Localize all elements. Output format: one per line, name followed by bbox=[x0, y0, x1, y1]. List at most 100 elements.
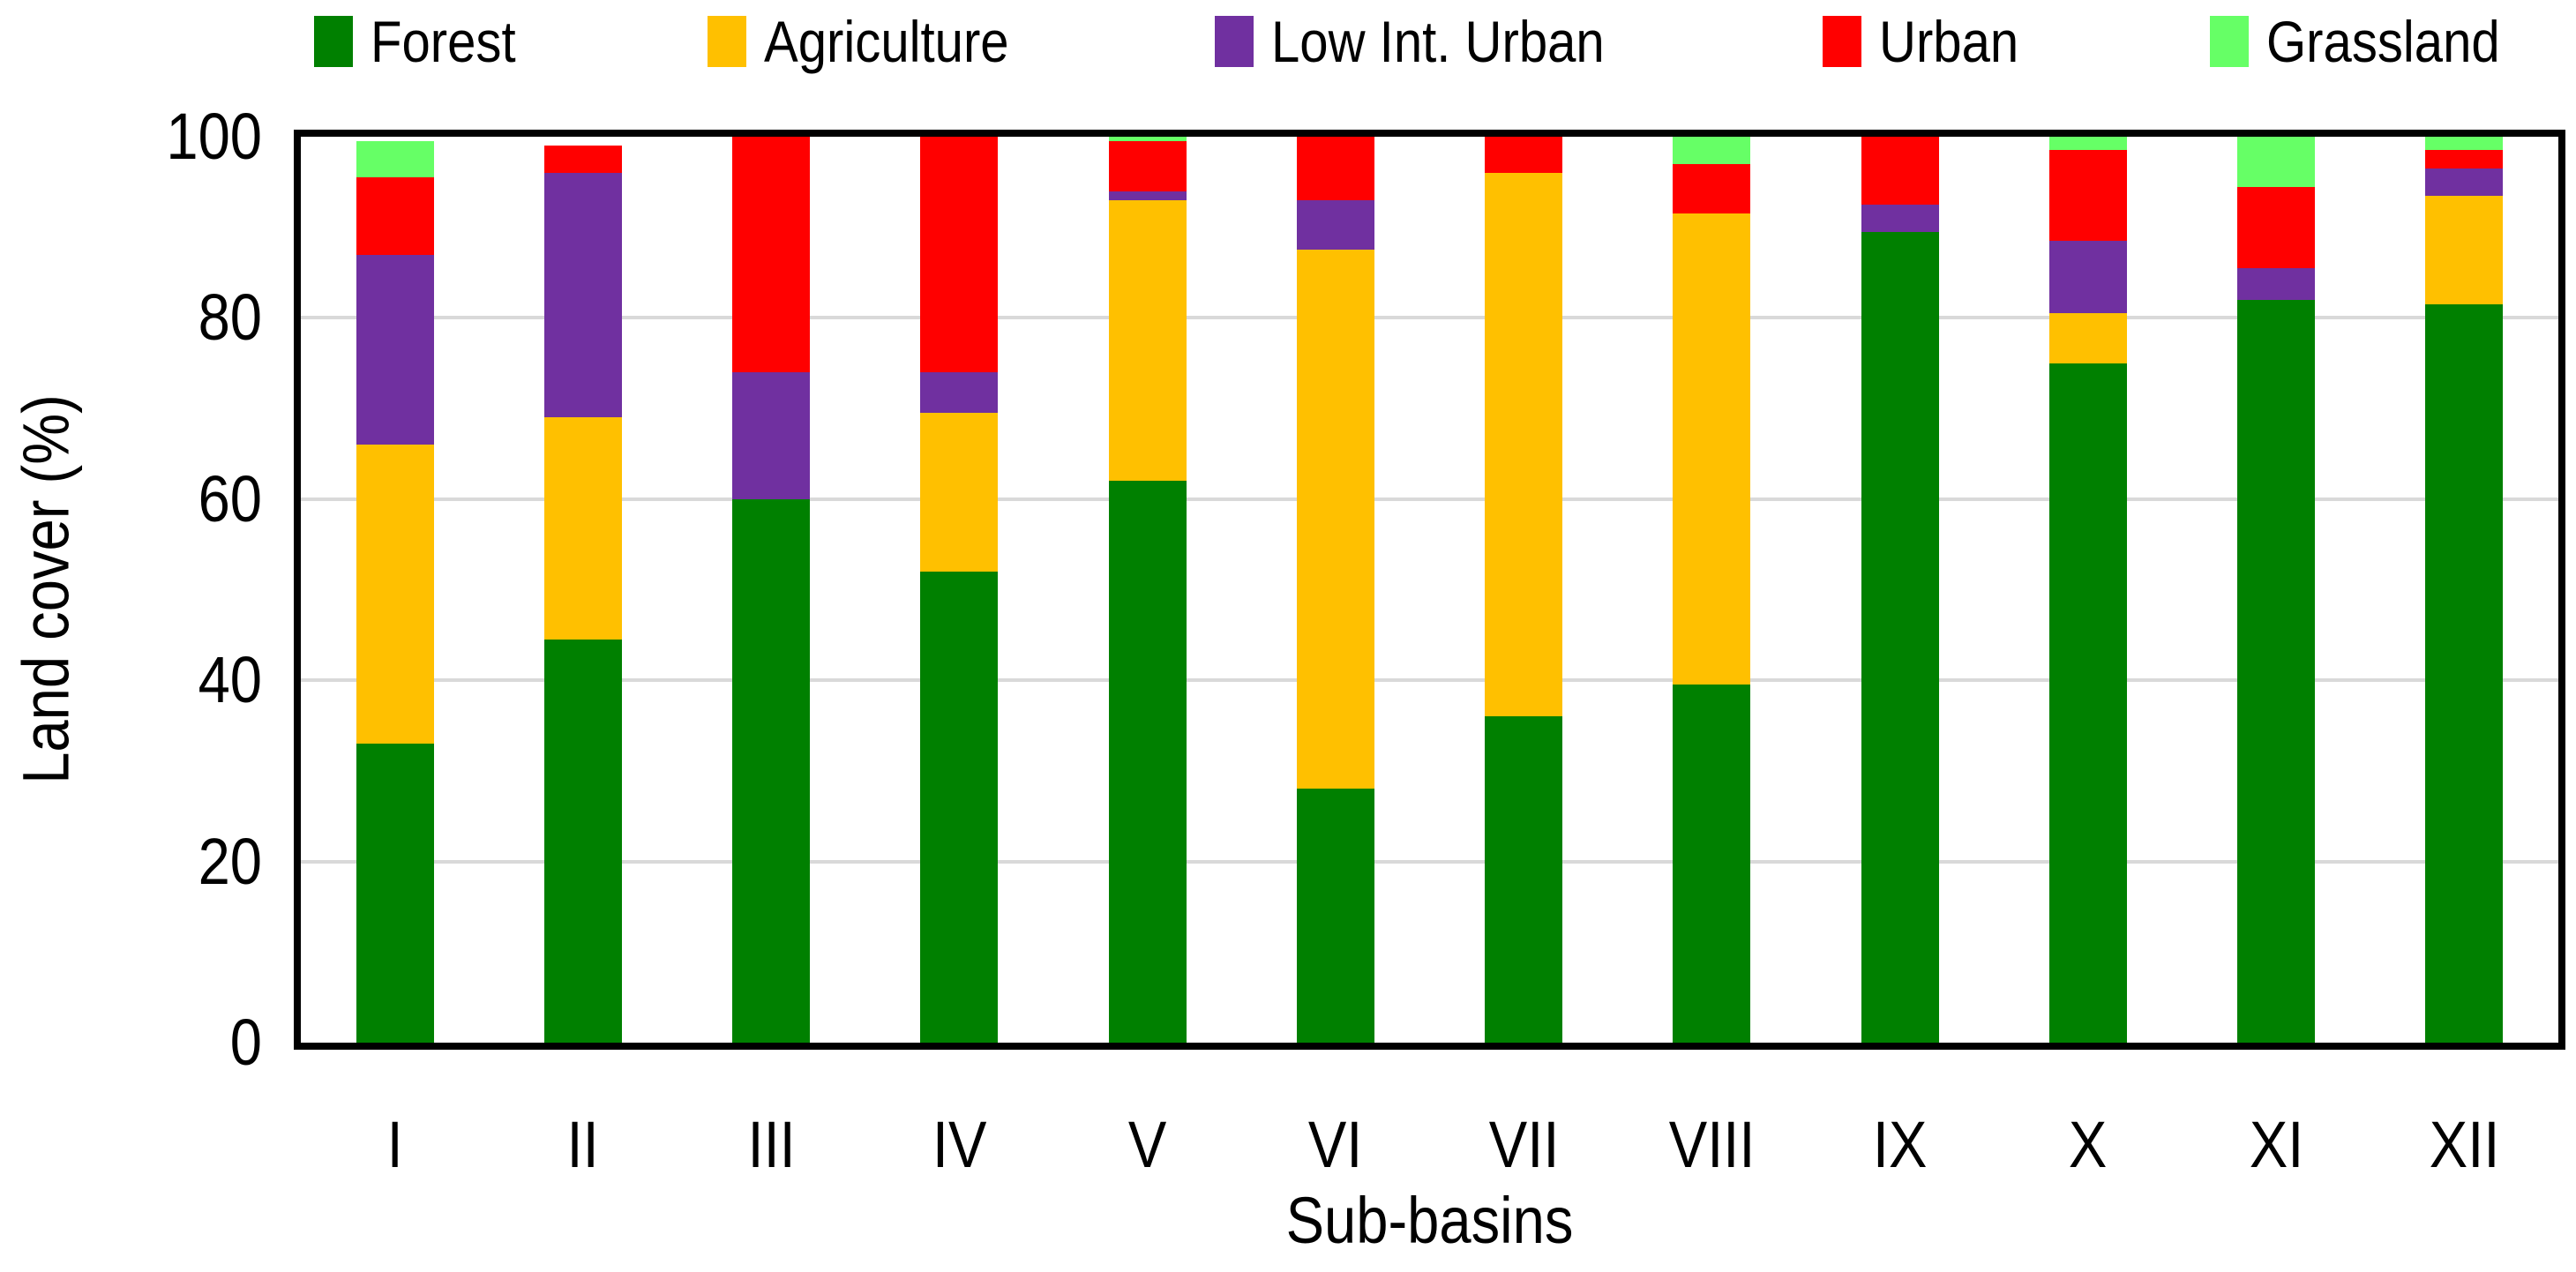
bar-III bbox=[732, 137, 811, 1043]
bar-VIII bbox=[1673, 137, 1751, 1043]
bar-V-agriculture-segment bbox=[1108, 199, 1187, 482]
bar-V-low-int-urban-segment bbox=[1108, 191, 1187, 200]
x-tick-VI: VI bbox=[1308, 1108, 1363, 1181]
bar-IV-forest-segment bbox=[920, 571, 999, 1043]
bar-XII-agriculture-segment bbox=[2425, 195, 2504, 304]
bar-III-low-int-urban-segment bbox=[732, 372, 811, 499]
bar-VIII-agriculture-segment bbox=[1673, 213, 1751, 685]
bar-VIII-urban-segment bbox=[1673, 163, 1751, 214]
bar-IX-low-int-urban-segment bbox=[1861, 205, 1939, 232]
y-tick-60: 60 bbox=[198, 461, 262, 535]
bar-VII bbox=[1485, 137, 1563, 1043]
bar-IV-urban-segment bbox=[920, 137, 999, 373]
legend-label-forest: Forest bbox=[371, 9, 516, 74]
bar-XII bbox=[2425, 137, 2504, 1043]
bar-X-forest-segment bbox=[2048, 363, 2127, 1043]
x-axis-title: Sub-basins bbox=[1285, 1184, 1574, 1257]
bar-XI-low-int-urban-segment bbox=[2237, 267, 2316, 300]
urban-swatch-icon bbox=[1822, 16, 1861, 67]
bar-XII-grassland-segment bbox=[2425, 137, 2504, 151]
bar-III-forest-segment bbox=[732, 498, 811, 1043]
x-tick-III: III bbox=[746, 1108, 796, 1181]
gridline-80 bbox=[301, 316, 2558, 320]
bar-XI-forest-segment bbox=[2237, 299, 2316, 1043]
bar-IV-low-int-urban-segment bbox=[920, 372, 999, 414]
y-tick-80: 80 bbox=[198, 281, 262, 355]
bar-IV bbox=[920, 137, 999, 1043]
gridline-40 bbox=[301, 678, 2558, 683]
forest-swatch-icon bbox=[314, 16, 353, 67]
bar-VII-agriculture-segment bbox=[1485, 173, 1563, 717]
bar-IX bbox=[1861, 137, 1939, 1043]
bar-XI-grassland-segment bbox=[2237, 137, 2316, 187]
bar-VII-urban-segment bbox=[1485, 137, 1563, 174]
gridline-20 bbox=[301, 859, 2558, 864]
bar-XII-forest-segment bbox=[2425, 304, 2504, 1043]
grassland-swatch-icon bbox=[2210, 16, 2250, 67]
bar-VIII-grassland-segment bbox=[1673, 137, 1751, 164]
bar-XI-urban-segment bbox=[2237, 186, 2316, 268]
plot-area bbox=[294, 130, 2565, 1050]
bar-II-agriculture-segment bbox=[543, 417, 622, 640]
bar-VI bbox=[1296, 137, 1374, 1043]
legend-item-grassland: Grassland bbox=[2210, 4, 2532, 79]
bar-VI-low-int-urban-segment bbox=[1296, 199, 1374, 251]
bar-II-urban-segment bbox=[543, 146, 622, 174]
x-tick-II: II bbox=[566, 1108, 599, 1181]
bar-X bbox=[2048, 137, 2127, 1043]
bar-II-low-int-urban-segment bbox=[543, 173, 622, 418]
x-tick-IV: IV bbox=[932, 1108, 987, 1181]
x-tick-I: I bbox=[386, 1108, 403, 1181]
bar-XII-urban-segment bbox=[2425, 150, 2504, 168]
legend-label-low-int-urban: Low Int. Urban bbox=[1271, 9, 1606, 74]
legend-label-urban: Urban bbox=[1878, 9, 2019, 74]
y-tick-40: 40 bbox=[198, 643, 262, 717]
bar-X-urban-segment bbox=[2048, 150, 2127, 242]
x-tick-VIII: VIII bbox=[1668, 1108, 1756, 1181]
y-tick-0: 0 bbox=[229, 1006, 262, 1079]
bar-II-forest-segment bbox=[543, 640, 622, 1043]
y-axis-tick-labels: 0 20 40 60 80 100 bbox=[0, 100, 276, 1079]
bar-IV-agriculture-segment bbox=[920, 413, 999, 572]
legend-item-agriculture: Agriculture bbox=[708, 4, 1042, 79]
bar-I bbox=[356, 141, 434, 1043]
bar-I-forest-segment bbox=[356, 744, 434, 1043]
bar-I-urban-segment bbox=[356, 177, 434, 255]
bar-I-low-int-urban-segment bbox=[356, 254, 434, 445]
bar-X-agriculture-segment bbox=[2048, 313, 2127, 363]
bar-XII-low-int-urban-segment bbox=[2425, 168, 2504, 196]
legend: Forest Agriculture Low Int. Urban Urban Gras… bbox=[314, 4, 2532, 79]
y-tick-100: 100 bbox=[166, 100, 262, 173]
bar-VIII-forest-segment bbox=[1673, 685, 1751, 1043]
bar-III-urban-segment bbox=[732, 137, 811, 373]
bar-V-grassland-segment bbox=[1108, 137, 1187, 142]
x-axis-tick-labels: I II III IV V VI VII VIII IX X XI XII bbox=[301, 1104, 2558, 1186]
legend-label-grassland: Grassland bbox=[2266, 9, 2500, 74]
bar-VII-forest-segment bbox=[1485, 716, 1563, 1043]
x-tick-VII: VII bbox=[1488, 1108, 1559, 1181]
bar-XI bbox=[2237, 137, 2316, 1043]
legend-label-agriculture: Agriculture bbox=[764, 9, 1010, 74]
x-tick-IX: IX bbox=[1872, 1108, 1928, 1181]
x-tick-V: V bbox=[1127, 1108, 1167, 1181]
bar-V-urban-segment bbox=[1108, 141, 1187, 191]
x-tick-XII: XII bbox=[2429, 1108, 2500, 1181]
x-tick-XI: XI bbox=[2249, 1108, 2303, 1181]
legend-item-urban: Urban bbox=[1822, 4, 2038, 79]
bar-II bbox=[543, 146, 622, 1043]
bar-V bbox=[1108, 137, 1187, 1043]
legend-item-low-int-urban: Low Int. Urban bbox=[1215, 4, 1650, 79]
bar-IX-urban-segment bbox=[1861, 137, 1939, 206]
gridline-60 bbox=[301, 497, 2558, 501]
bar-I-grassland-segment bbox=[356, 141, 434, 178]
x-tick-X: X bbox=[2069, 1108, 2108, 1181]
bar-I-agriculture-segment bbox=[356, 445, 434, 744]
bar-VI-agriculture-segment bbox=[1296, 250, 1374, 789]
legend-item-forest: Forest bbox=[314, 4, 535, 79]
bar-V-forest-segment bbox=[1108, 481, 1187, 1043]
bar-VI-urban-segment bbox=[1296, 137, 1374, 200]
bar-X-grassland-segment bbox=[2048, 137, 2127, 151]
bar-X-low-int-urban-segment bbox=[2048, 241, 2127, 314]
agriculture-swatch-icon bbox=[708, 16, 747, 67]
